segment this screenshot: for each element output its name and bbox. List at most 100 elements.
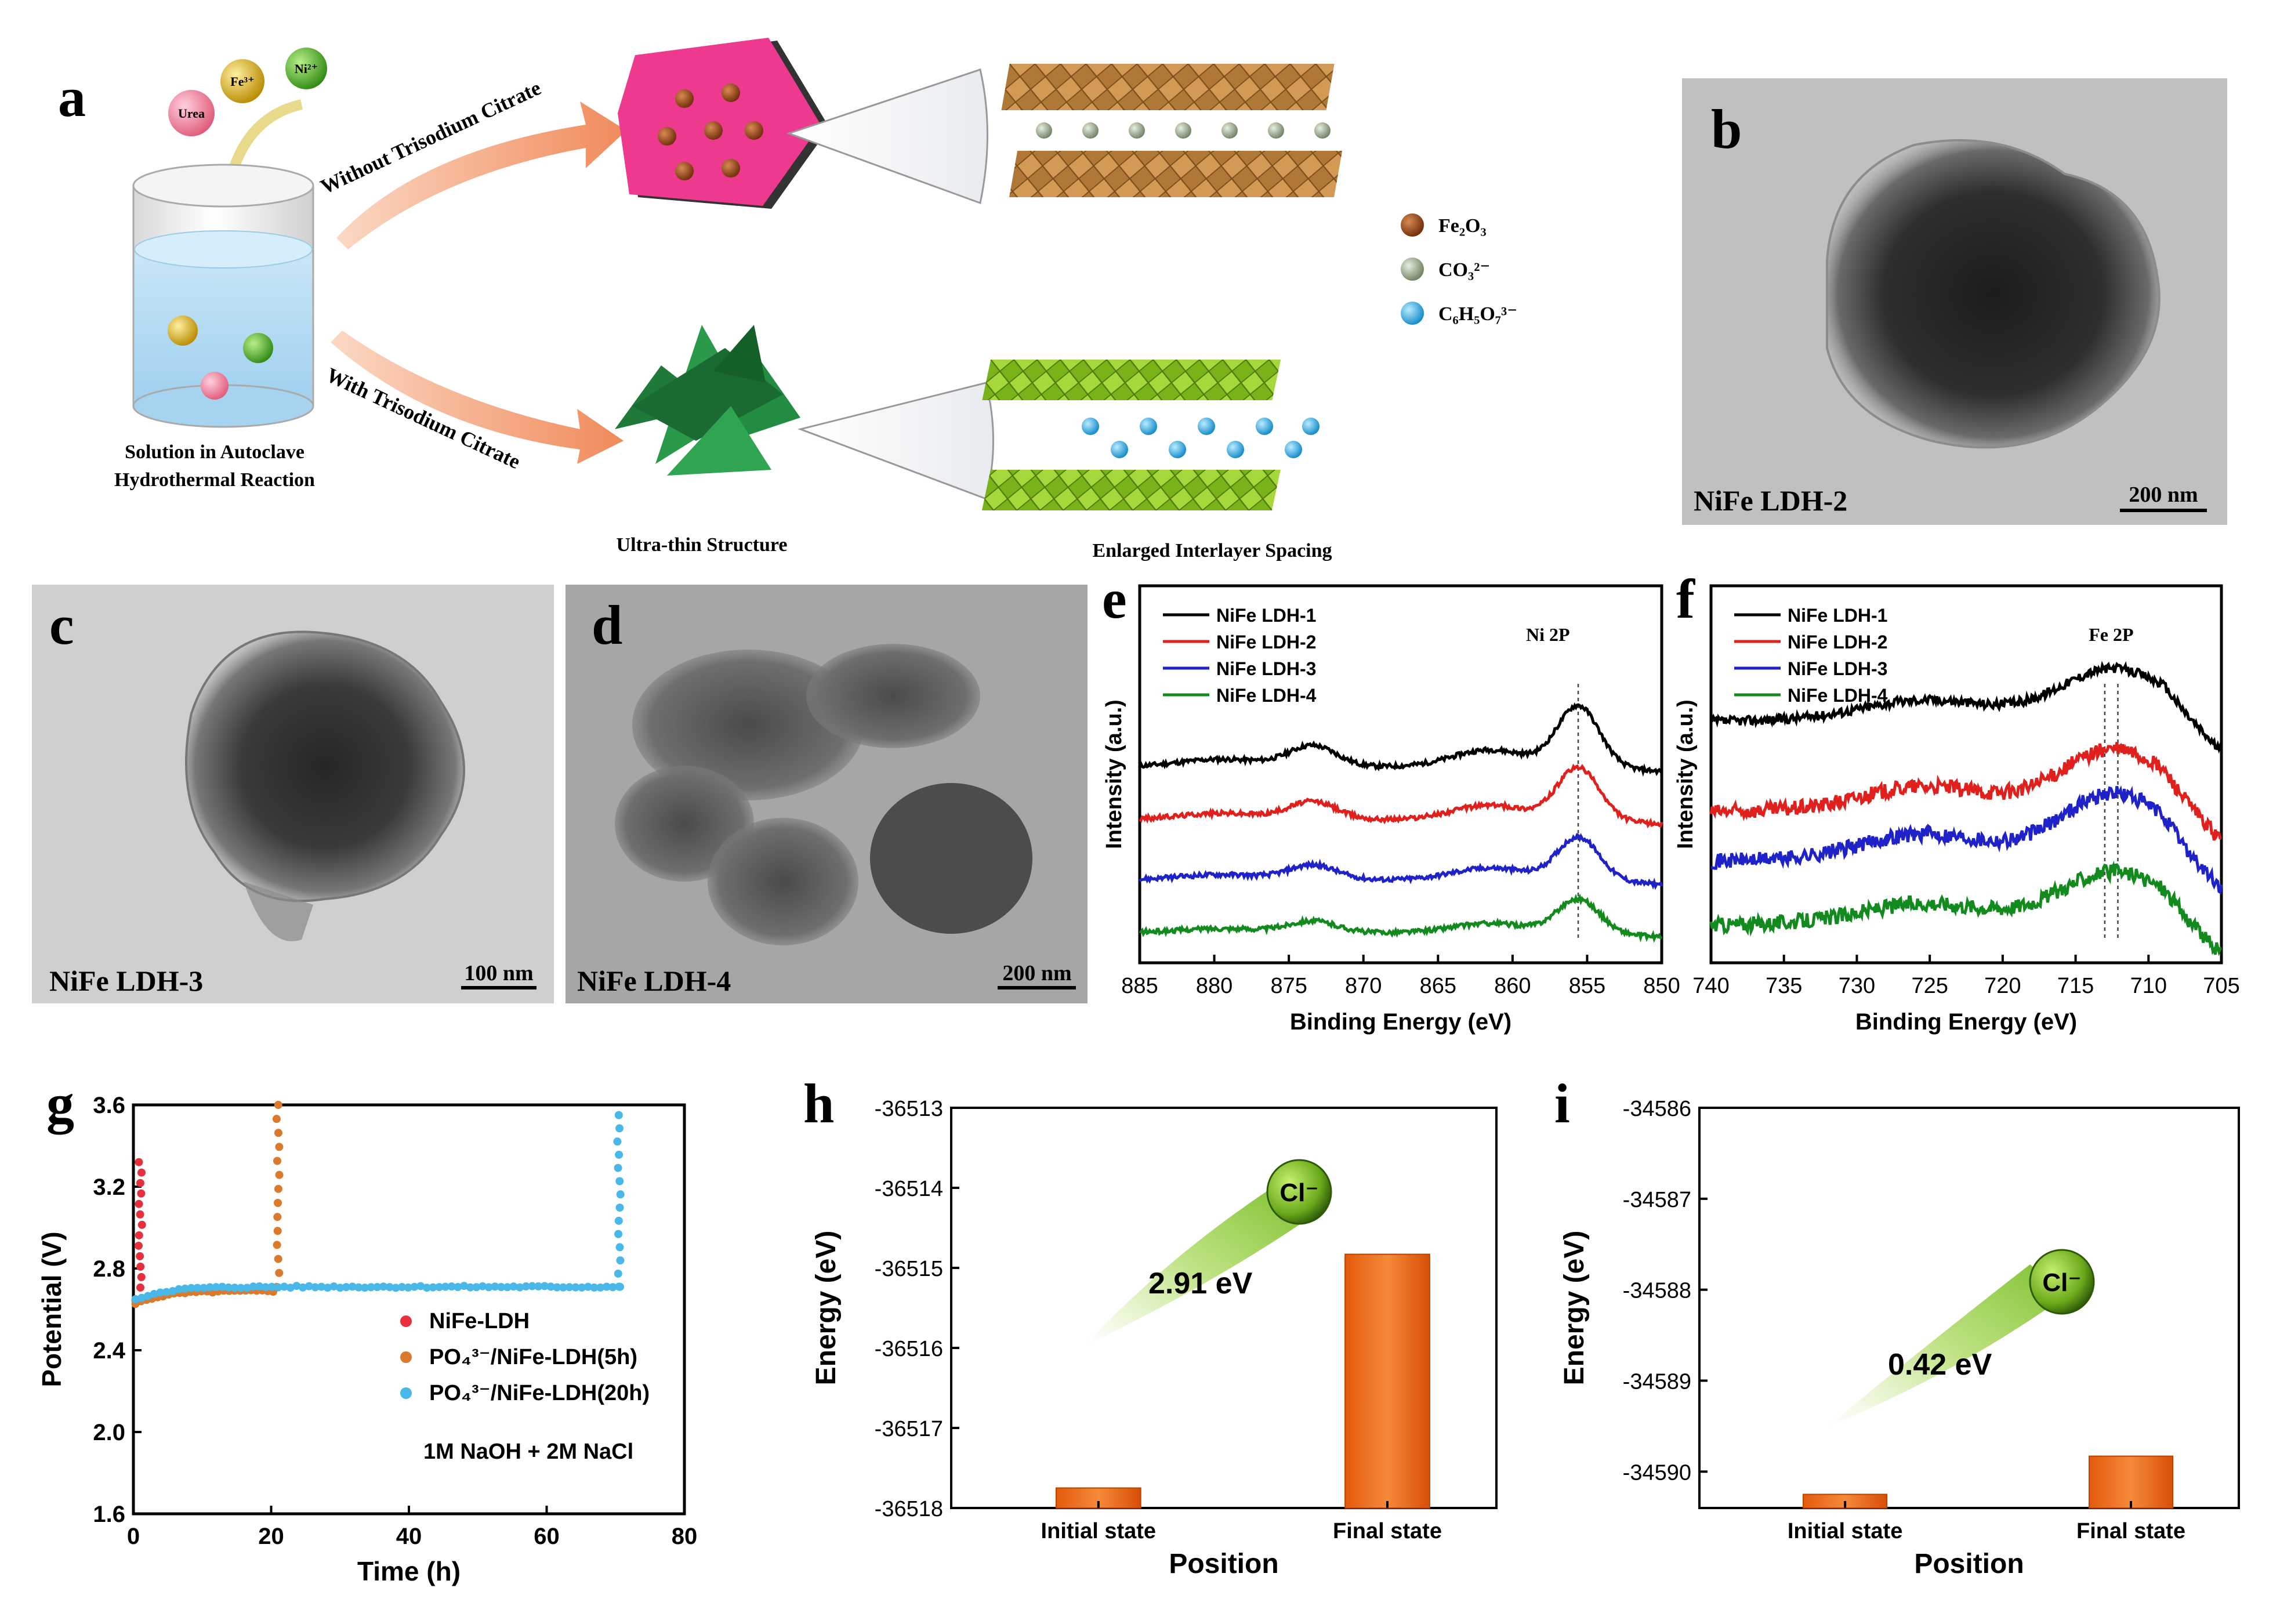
legend-label-f-4: NiFe LDH-4	[1788, 685, 1888, 706]
x-axis-label-f: Binding Energy (eV)	[1855, 1009, 2077, 1035]
panel-c-tem-image: c NiFe LDH-3 100 nm	[32, 585, 554, 1003]
data-point-g-3	[616, 1282, 625, 1291]
data-point-g-2	[274, 1255, 282, 1263]
data-point-g-3	[422, 1284, 431, 1292]
x-tick-label-g: 60	[534, 1524, 560, 1549]
panel-letter-g: g	[46, 1072, 74, 1134]
legend-label-f-3: NiFe LDH-3	[1788, 658, 1887, 679]
data-point-g-3	[614, 1230, 623, 1238]
data-point-g-3	[311, 1283, 320, 1292]
y-tick-label-i: -34590	[1623, 1460, 1691, 1485]
legend-label-g-2: PO₄³⁻/NiFe-LDH(5h)	[429, 1345, 637, 1369]
data-point-g-3	[255, 1282, 264, 1290]
data-point-g-3	[479, 1282, 487, 1290]
svg-text:Urea: Urea	[178, 106, 205, 121]
tem-label-c: NiFe LDH-3	[49, 965, 203, 997]
panel-f-fe2p-chart: f 740 735 730 725 720 715 710 705 Binding Energy…	[1673, 568, 2240, 1035]
data-point-g-3	[615, 1177, 624, 1186]
nanoflower-structure	[615, 325, 800, 476]
y-tick-label-g: 1.6	[93, 1502, 125, 1527]
legend-marker-g-1	[400, 1315, 412, 1327]
data-point-g-1	[135, 1231, 143, 1239]
data-point-g-3	[509, 1282, 518, 1291]
x-tick-label-e: 870	[1345, 974, 1382, 998]
x-axis-label-h: Position	[1169, 1549, 1278, 1579]
data-point-g-3	[224, 1283, 233, 1292]
series-line-f-2	[1709, 742, 2222, 841]
x-tick-label-e: 885	[1121, 974, 1158, 998]
y-tick-label-h: -36518	[875, 1497, 943, 1521]
legend-item-co3: CO₃²⁻	[1401, 258, 1490, 281]
series-line-e-2	[1139, 763, 1663, 829]
x-axis-label-e: Binding Energy (eV)	[1290, 1009, 1511, 1035]
y-axis-label-i: Energy (eV)	[1559, 1231, 1590, 1386]
panel-e-ni2p-chart: e 885 880 875 870 865 860 855 850 Binding Energy…	[1102, 568, 1680, 1035]
legend-marker-g-2	[400, 1351, 412, 1363]
data-point-g-3	[616, 1256, 625, 1265]
x-tick-label-f: 715	[2057, 974, 2094, 998]
energy-annotation-h: 2.91 eV	[1148, 1267, 1253, 1300]
data-point-g-3	[583, 1282, 592, 1291]
data-point-g-3	[602, 1282, 611, 1291]
data-point-g-3	[614, 1163, 622, 1172]
x-tick-label-e: 880	[1196, 974, 1233, 998]
data-point-g-1	[137, 1273, 146, 1281]
data-point-g-2	[274, 1101, 282, 1109]
y-axis-label-f: Intensity (a.u.)	[1673, 699, 1698, 849]
x-tick-label-e: 865	[1420, 974, 1456, 998]
data-point-g-3	[361, 1284, 369, 1292]
x-tick-label-f: 725	[1911, 974, 1948, 998]
bar-i-2	[2088, 1455, 2174, 1509]
data-point-g-3	[540, 1282, 549, 1290]
arrow-without-citrate	[336, 102, 626, 249]
data-point-g-3	[336, 1284, 345, 1292]
y-tick-label-h: -36513	[875, 1097, 943, 1121]
data-point-g-3	[447, 1282, 456, 1291]
data-point-g-3	[565, 1283, 574, 1292]
data-point-g-3	[392, 1284, 400, 1292]
panel-letter-c: c	[49, 594, 74, 656]
data-point-g-3	[131, 1295, 140, 1304]
legend-label-g-3: PO₄³⁻/NiFe-LDH(20h)	[429, 1381, 650, 1405]
data-point-g-2	[275, 1170, 284, 1179]
hydrothermal-label: Hydrothermal Reaction	[114, 469, 315, 491]
data-point-g-3	[528, 1282, 537, 1290]
y-tick-label-g: 2.0	[93, 1420, 125, 1445]
chloride-ion-i	[2029, 1249, 2095, 1315]
y-tick-label-i: -34587	[1623, 1188, 1691, 1212]
data-point-g-3	[578, 1283, 586, 1292]
data-point-g-3	[435, 1283, 444, 1292]
data-point-g-3	[484, 1283, 493, 1292]
data-point-g-3	[596, 1283, 605, 1292]
panel-letter-d: d	[592, 594, 622, 656]
panel-b-tem-image: b NiFe LDH-2 200 nm	[1682, 78, 2227, 525]
hexagon-plate	[618, 38, 829, 209]
y-tick-label-h: -36514	[875, 1177, 943, 1201]
x-tick-label-e: 860	[1494, 974, 1531, 998]
svg-text:C₆H₅O₇³⁻: C₆H₅O₇³⁻	[1438, 303, 1517, 325]
panel-letter-i: i	[1554, 1072, 1570, 1134]
scale-text-c: 100 nm	[464, 961, 533, 985]
data-point-g-3	[559, 1283, 567, 1292]
data-point-g-3	[354, 1283, 363, 1292]
zoom-cone-bottom	[797, 382, 994, 500]
y-tick-label-g: 2.8	[93, 1256, 125, 1282]
svg-text:CO₃²⁻: CO₃²⁻	[1438, 259, 1490, 281]
bar-h-2	[1344, 1253, 1430, 1509]
plot-frame-f	[1709, 584, 2223, 965]
x-tick-label-e: 875	[1270, 974, 1307, 998]
x-tick-label-i: Final state	[2076, 1519, 2185, 1543]
data-point-g-3	[187, 1284, 195, 1292]
data-point-g-3	[162, 1288, 171, 1296]
data-point-g-3	[150, 1290, 158, 1299]
data-point-g-3	[230, 1284, 239, 1292]
plot-frame-e	[1138, 584, 1663, 965]
x-tick-label-f: 735	[1766, 974, 1802, 998]
data-point-g-3	[466, 1283, 474, 1292]
ion-trail-h	[1085, 1189, 1305, 1346]
data-point-g-2	[275, 1268, 284, 1277]
data-point-g-3	[410, 1282, 419, 1291]
svg-text:Ni²⁺: Ni²⁺	[295, 61, 318, 76]
data-point-g-1	[134, 1241, 143, 1250]
autoclave-vessel	[132, 164, 314, 428]
